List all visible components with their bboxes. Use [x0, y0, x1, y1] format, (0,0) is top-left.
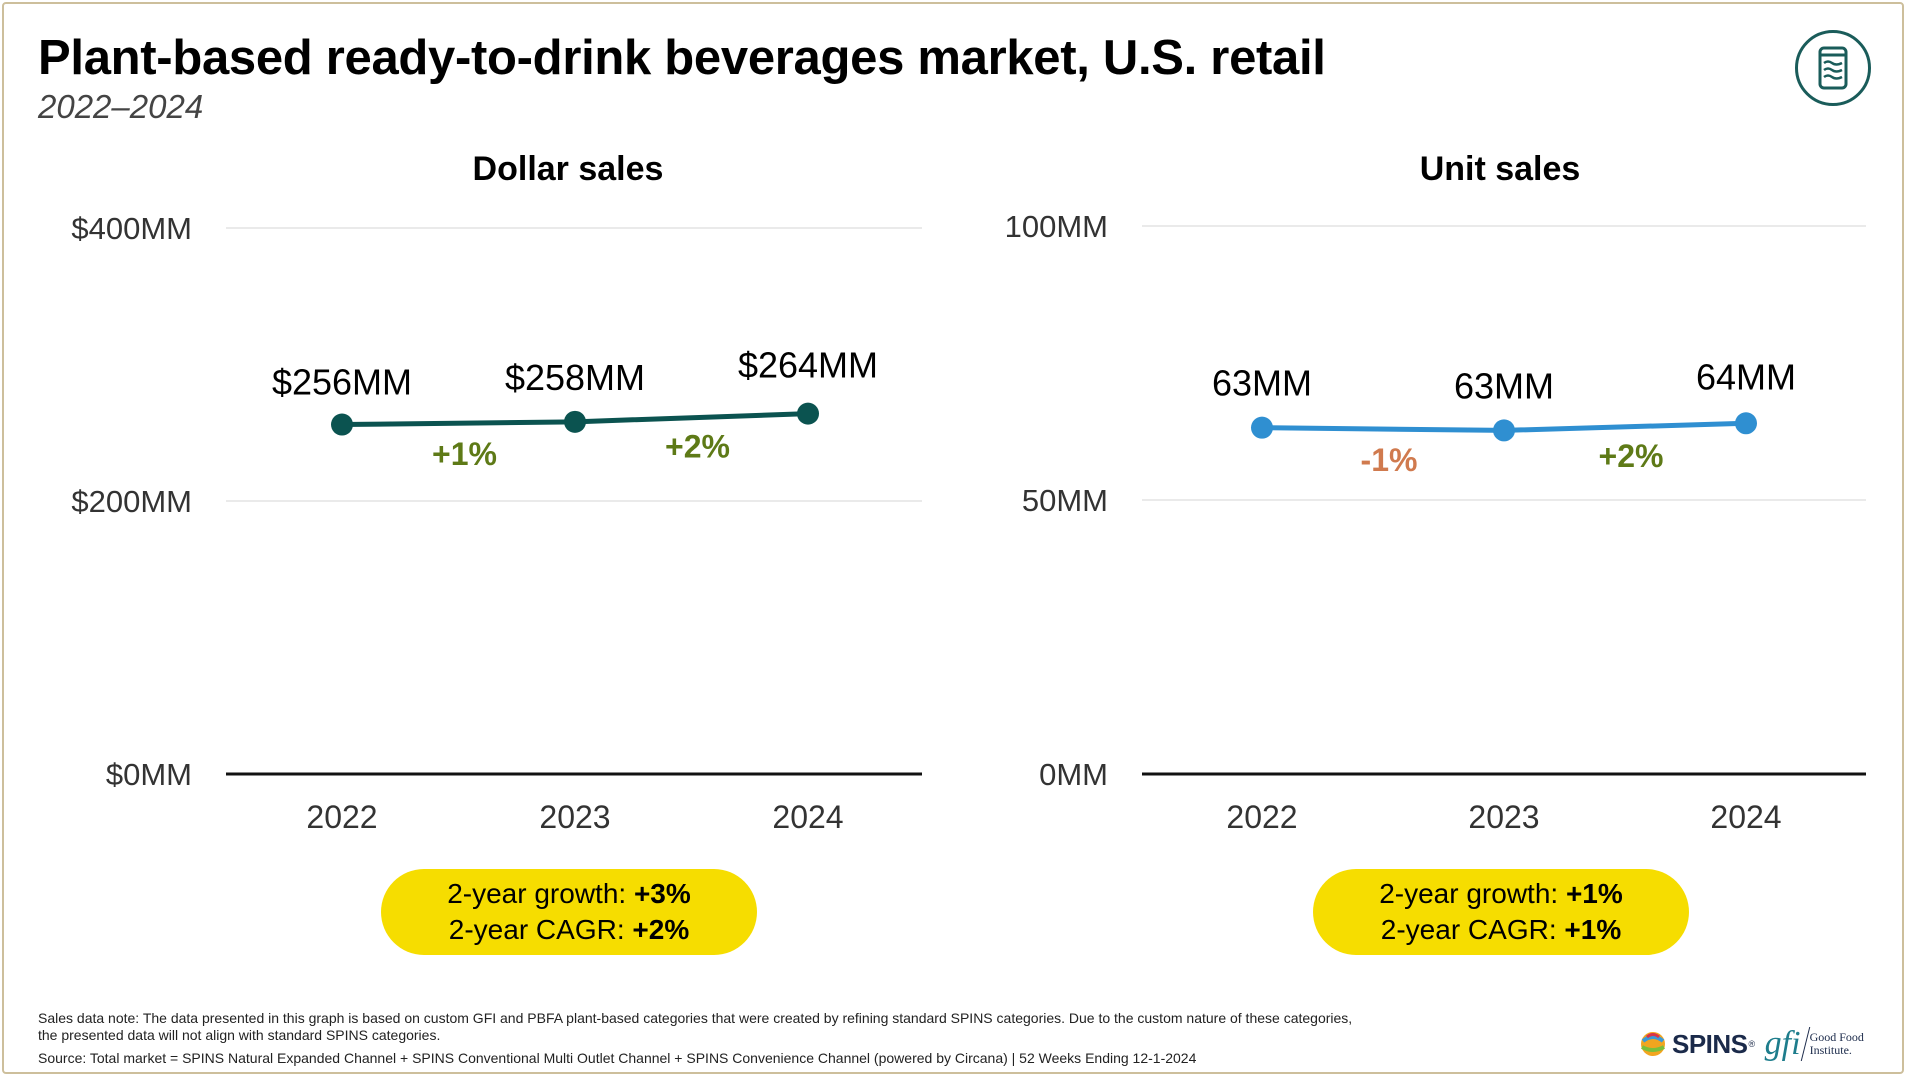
change-label: +2% — [1599, 438, 1664, 474]
spins-logo: SPINS ® — [1638, 1029, 1755, 1060]
cagr-value: +1% — [1564, 914, 1622, 945]
change-label: -1% — [1361, 442, 1418, 478]
data-point — [1735, 412, 1757, 435]
y-tick-label: 50MM — [1022, 483, 1108, 518]
data-point — [797, 402, 819, 425]
x-tick-label: 2023 — [539, 799, 610, 835]
y-tick-label: $0MM — [106, 757, 192, 792]
footer-logos: SPINS ® gfi Good Food Institute. — [1638, 1024, 1864, 1064]
x-tick-label: 2024 — [772, 799, 843, 835]
x-tick-label: 2023 — [1468, 799, 1539, 835]
data-label: 63MM — [1212, 363, 1312, 404]
data-label: $258MM — [505, 357, 645, 398]
sales-data-note: Sales data note: The data presented in t… — [38, 1010, 1353, 1043]
data-point — [331, 413, 353, 436]
page-subtitle: 2022–2024 — [38, 88, 204, 125]
cagr-value: +2% — [632, 914, 690, 945]
beverage-can-icon — [1795, 30, 1871, 106]
unit-growth-summary: 2-year growth: +1% 2-year CAGR: +1% — [1313, 869, 1689, 955]
data-label: $264MM — [738, 345, 878, 386]
x-tick-label: 2024 — [1710, 799, 1781, 835]
y-tick-label: 0MM — [1039, 757, 1108, 792]
data-label: 63MM — [1454, 365, 1554, 406]
change-label: +2% — [665, 429, 730, 465]
data-label: $256MM — [272, 362, 412, 403]
growth-value: +1% — [1565, 878, 1623, 909]
data-label: 64MM — [1696, 356, 1796, 397]
dollar-growth-summary: 2-year growth: +3% 2-year CAGR: +2% — [381, 869, 757, 955]
unit-sales-chart: Unit sales 100MM 50MM 0MM 63MM 63MM 64MM… — [1005, 150, 1866, 835]
change-label: +1% — [432, 436, 497, 472]
chart-title: Unit sales — [1420, 150, 1581, 188]
x-tick-label: 2022 — [1226, 799, 1297, 835]
cagr-line: 2-year CAGR: +1% — [1380, 914, 1622, 945]
x-tick-label: 2022 — [306, 799, 377, 835]
dollar-sales-chart: Dollar sales $400MM $200MM $0MM $256MM $… — [71, 150, 922, 835]
data-point — [1251, 416, 1273, 439]
growth-value: +3% — [633, 878, 691, 909]
cagr-line: 2-year CAGR: +2% — [448, 914, 690, 945]
y-tick-label: 100MM — [1005, 209, 1108, 244]
data-point — [1493, 419, 1515, 442]
growth-line: 2-year growth: +3% — [447, 878, 691, 909]
spins-globe-icon — [1641, 1032, 1665, 1056]
growth-line: 2-year growth: +1% — [1379, 878, 1623, 909]
y-tick-label: $400MM — [71, 211, 192, 246]
page-title: Plant-based ready-to-drink beverages mar… — [38, 31, 1326, 85]
chart-title: Dollar sales — [473, 150, 664, 188]
gfi-logo: gfi Good Food Institute. — [1764, 1025, 1864, 1062]
data-point — [564, 410, 586, 433]
source-note: Source: Total market = SPINS Natural Exp… — [38, 1050, 1197, 1066]
y-tick-label: $200MM — [71, 484, 192, 519]
